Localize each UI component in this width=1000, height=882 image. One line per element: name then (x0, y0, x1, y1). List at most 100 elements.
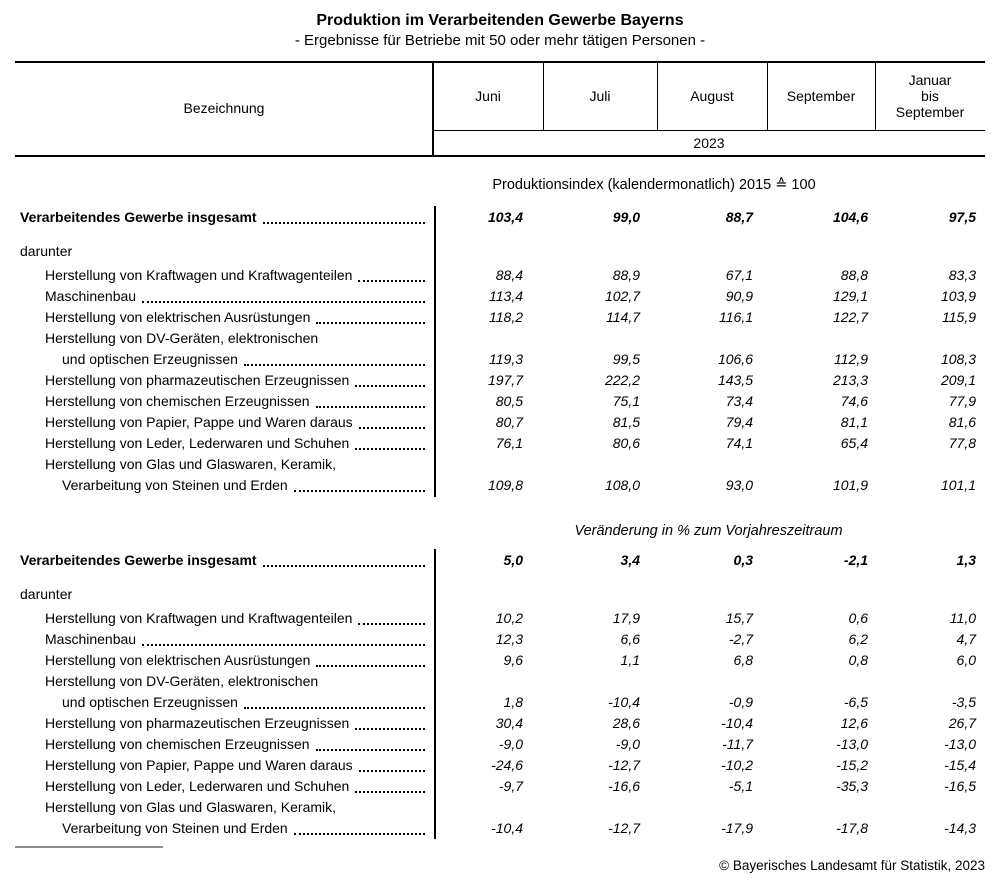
value-cell (657, 581, 767, 602)
row-label-line: Verarbeitung von Steinen und Erden (16, 818, 433, 839)
table-row: Maschinenbau 113,4 102,7 90,9 129,1 103,9 (16, 286, 984, 307)
row-label: Herstellung von Kraftwagen und Kraftwage… (16, 608, 433, 629)
dot-leader (358, 770, 425, 772)
table-row: Herstellung von pharmazeutischen Erzeugn… (16, 713, 984, 734)
value-cell (767, 238, 875, 259)
value-cell: 65,4 (840, 435, 868, 451)
month-divider (875, 63, 876, 130)
value-cell: 93,0 (725, 477, 753, 493)
column-header-september: September (786, 87, 856, 104)
value-cell: 104,6 (832, 209, 868, 225)
table-row: Herstellung von Leder, Lederwaren und Sc… (16, 433, 984, 454)
row-label: Herstellung von Leder, Lederwaren und Sc… (16, 433, 433, 454)
value-cell: -13,0 (944, 736, 976, 752)
value-cell: 118,2 (489, 309, 523, 325)
page-title: Produktion im Verarbeitenden Gewerbe Bay… (316, 12, 684, 29)
row-label-line: Herstellung von elektrischen Ausrüstunge… (16, 307, 433, 328)
row-label-text: Herstellung von Kraftwagen und Kraftwage… (45, 610, 353, 626)
value-cell: 4,7 (956, 631, 976, 647)
value-cell: 81,5 (612, 414, 640, 430)
value-cell: 80,5 (495, 393, 523, 409)
column-header-juni: Juni (475, 87, 501, 104)
row-label: Herstellung von DV-Geräten, elektronisch… (16, 671, 433, 713)
row-label-text: Maschinenbau (45, 631, 137, 647)
table-row: darunter (16, 238, 984, 259)
table-body-veraenderung: Verarbeitendes Gewerbe insgesamt 5,0 3,4 0,… (16, 549, 984, 839)
row-label-text: Herstellung von Glas und Glaswaren, Kera… (45, 799, 337, 815)
row-label: Herstellung von pharmazeutischen Erzeugn… (16, 713, 433, 734)
value-cell: 101,9 (832, 477, 868, 493)
row-label-text: Herstellung von DV-Geräten, elektronisch… (45, 330, 319, 346)
row-label-text: Herstellung von pharmazeutischen Erzeugn… (45, 372, 350, 388)
value-cell: 10,2 (495, 610, 523, 626)
column-header-bezeichnung: Bezeichnung (183, 100, 265, 116)
row-label: Herstellung von elektrischen Ausrüstunge… (16, 650, 433, 671)
column-header-januar-bis-september: Januar bis September (895, 71, 965, 120)
row-label-text: Herstellung von Glas und Glaswaren, Kera… (45, 456, 337, 472)
row-label-line: Herstellung von DV-Geräten, elektronisch… (16, 671, 433, 692)
value-cell: 103,9 (940, 288, 976, 304)
value-cell: -24,6 (491, 757, 523, 773)
row-label-text: und optischen Erzeugnissen (62, 351, 238, 367)
value-cell: -2,7 (728, 631, 753, 647)
value-cell: 0,6 (848, 610, 868, 626)
row-label-line: Herstellung von Glas und Glaswaren, Kera… (16, 454, 433, 475)
value-cell: 12,6 (840, 715, 868, 731)
dot-leader (355, 448, 425, 450)
value-cell: 222,2 (604, 372, 640, 388)
row-label: Herstellung von Kraftwagen und Kraftwage… (16, 265, 433, 286)
row-label-line: darunter (16, 584, 433, 602)
value-cell: -12,7 (608, 757, 640, 773)
table-row: Verarbeitendes Gewerbe insgesamt 103,4 99,… (16, 206, 984, 228)
row-label: Herstellung von Papier, Pappe und Waren … (16, 412, 433, 433)
value-cell: 81,1 (840, 414, 868, 430)
row-label: Herstellung von chemischen Erzeugnissen (16, 391, 433, 412)
table-top-rule (15, 61, 985, 63)
row-label-text: Herstellung von elektrischen Ausrüstunge… (45, 309, 311, 325)
row-label-line: Herstellung von Glas und Glaswaren, Kera… (16, 797, 433, 818)
value-cell: 80,6 (612, 435, 640, 451)
body-column-divider (434, 549, 436, 839)
value-cell: 74,1 (725, 435, 753, 451)
value-cell: 76,1 (495, 435, 523, 451)
value-cell: 6,8 (733, 652, 753, 668)
row-label-text: Herstellung von pharmazeutischen Erzeugn… (45, 715, 350, 731)
section-heading-produktionsindex: Produktionsindex (kalendermonatlich) 201… (492, 177, 816, 193)
value-cell: 112,9 (834, 351, 868, 367)
value-cell: -10,4 (721, 715, 753, 731)
table-row: Verarbeitendes Gewerbe insgesamt 5,0 3,4 0,… (16, 549, 984, 571)
value-cell (767, 581, 875, 602)
value-cell: -3,5 (951, 694, 976, 710)
value-cell (875, 238, 984, 259)
value-cell: 88,4 (495, 267, 523, 283)
dot-leader (358, 427, 425, 429)
value-cell: 114,7 (606, 309, 640, 325)
value-cell: 73,4 (725, 393, 753, 409)
value-cell (657, 238, 767, 259)
table-row: Maschinenbau 12,3 6,6 -2,7 6,2 4,7 (16, 629, 984, 650)
row-label-text: darunter (20, 243, 73, 259)
row-label-text: Verarbeitendes Gewerbe insgesamt (20, 209, 257, 225)
row-label-line: Herstellung von pharmazeutischen Erzeugn… (16, 713, 433, 734)
dot-leader (358, 623, 425, 625)
header-column-divider (432, 61, 434, 157)
value-cell: 116,1 (719, 309, 753, 325)
copyright-note: © Bayerisches Landesamt für Statistik, 2… (719, 858, 985, 873)
value-cell: 11,0 (949, 610, 976, 626)
row-label-line: darunter (16, 241, 433, 259)
row-label: Maschinenbau (16, 286, 433, 307)
row-label-line: Maschinenbau (16, 286, 433, 307)
month-divider (543, 63, 544, 130)
value-cell (543, 238, 657, 259)
value-cell: 102,7 (604, 288, 640, 304)
row-label-line: Verarbeitendes Gewerbe insgesamt (16, 549, 433, 571)
value-cell: -5,1 (728, 778, 753, 794)
value-cell: 0,8 (848, 652, 868, 668)
row-label-text: Herstellung von Papier, Pappe und Waren … (45, 757, 353, 773)
value-cell: 30,4 (495, 715, 523, 731)
body-column-divider (434, 206, 436, 497)
value-cell: -10,2 (721, 757, 753, 773)
value-cell: 83,3 (948, 267, 976, 283)
row-label: darunter (16, 241, 433, 259)
